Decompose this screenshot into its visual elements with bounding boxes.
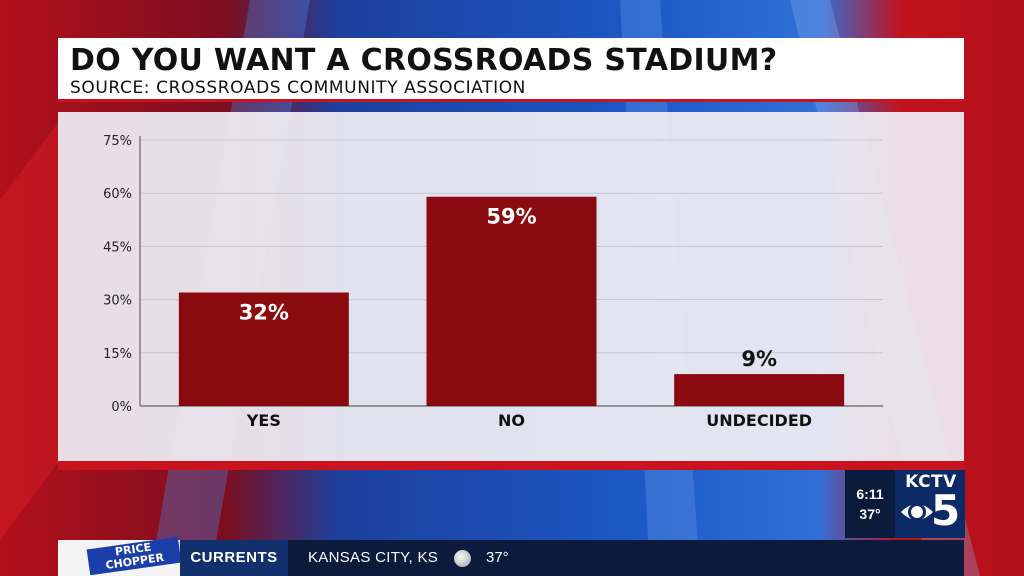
cloudy-moon-icon bbox=[454, 550, 471, 567]
cbs-eye-icon bbox=[901, 503, 933, 521]
news-ticker: PRICE CHOPPER CURRENTS KANSAS CITY, KS 3… bbox=[58, 536, 964, 576]
data-label: 59% bbox=[486, 205, 536, 229]
y-tick-label: 45% bbox=[103, 240, 132, 255]
y-tick-label: 75% bbox=[103, 134, 132, 149]
channel-number: 5 bbox=[931, 486, 961, 535]
bar bbox=[674, 374, 845, 406]
y-tick-label: 15% bbox=[103, 347, 132, 362]
clock-temperature: 37° bbox=[859, 506, 881, 522]
station-bug: 6:11 37° KCTV 5 bbox=[845, 470, 965, 538]
title-banner: DO YOU WANT A CROSSROADS STADIUM? SOURCE… bbox=[58, 38, 964, 102]
sponsor-panel: PRICE CHOPPER bbox=[58, 536, 182, 576]
ticker-location: KANSAS CITY, KS bbox=[308, 549, 439, 566]
ticker-section-label: CURRENTS bbox=[180, 540, 288, 576]
y-tick-label: 60% bbox=[103, 187, 132, 202]
y-tick-label: 30% bbox=[103, 294, 132, 309]
clock-panel: 6:11 37° bbox=[845, 470, 895, 538]
x-tick-label: UNDECIDED bbox=[706, 411, 812, 430]
bar-chart: 0% 15% 30% 45% 60% 75% 32% YES 59% NO 9% UNDECIDED bbox=[103, 134, 883, 430]
data-label: 32% bbox=[239, 301, 289, 325]
chart-panel: 0% 15% 30% 45% 60% 75% 32% YES 59% NO 9% UNDECIDED bbox=[58, 112, 964, 470]
y-tick-label: 0% bbox=[111, 400, 132, 415]
sponsor-logo: PRICE CHOPPER bbox=[86, 536, 182, 576]
x-tick-label: YES bbox=[246, 411, 281, 430]
station-name: KCTV bbox=[905, 472, 957, 492]
chart-title: DO YOU WANT A CROSSROADS STADIUM? bbox=[70, 43, 778, 78]
bar bbox=[178, 292, 349, 406]
bar bbox=[426, 196, 597, 406]
chart-subtitle: SOURCE: CROSSROADS COMMUNITY ASSOCIATION bbox=[70, 78, 526, 98]
clock-time: 6:11 bbox=[856, 486, 884, 502]
x-tick-label: NO bbox=[498, 411, 525, 430]
data-label: 9% bbox=[741, 347, 777, 371]
ticker-temperature: 37° bbox=[486, 549, 509, 566]
station-logo: KCTV 5 bbox=[897, 470, 965, 538]
